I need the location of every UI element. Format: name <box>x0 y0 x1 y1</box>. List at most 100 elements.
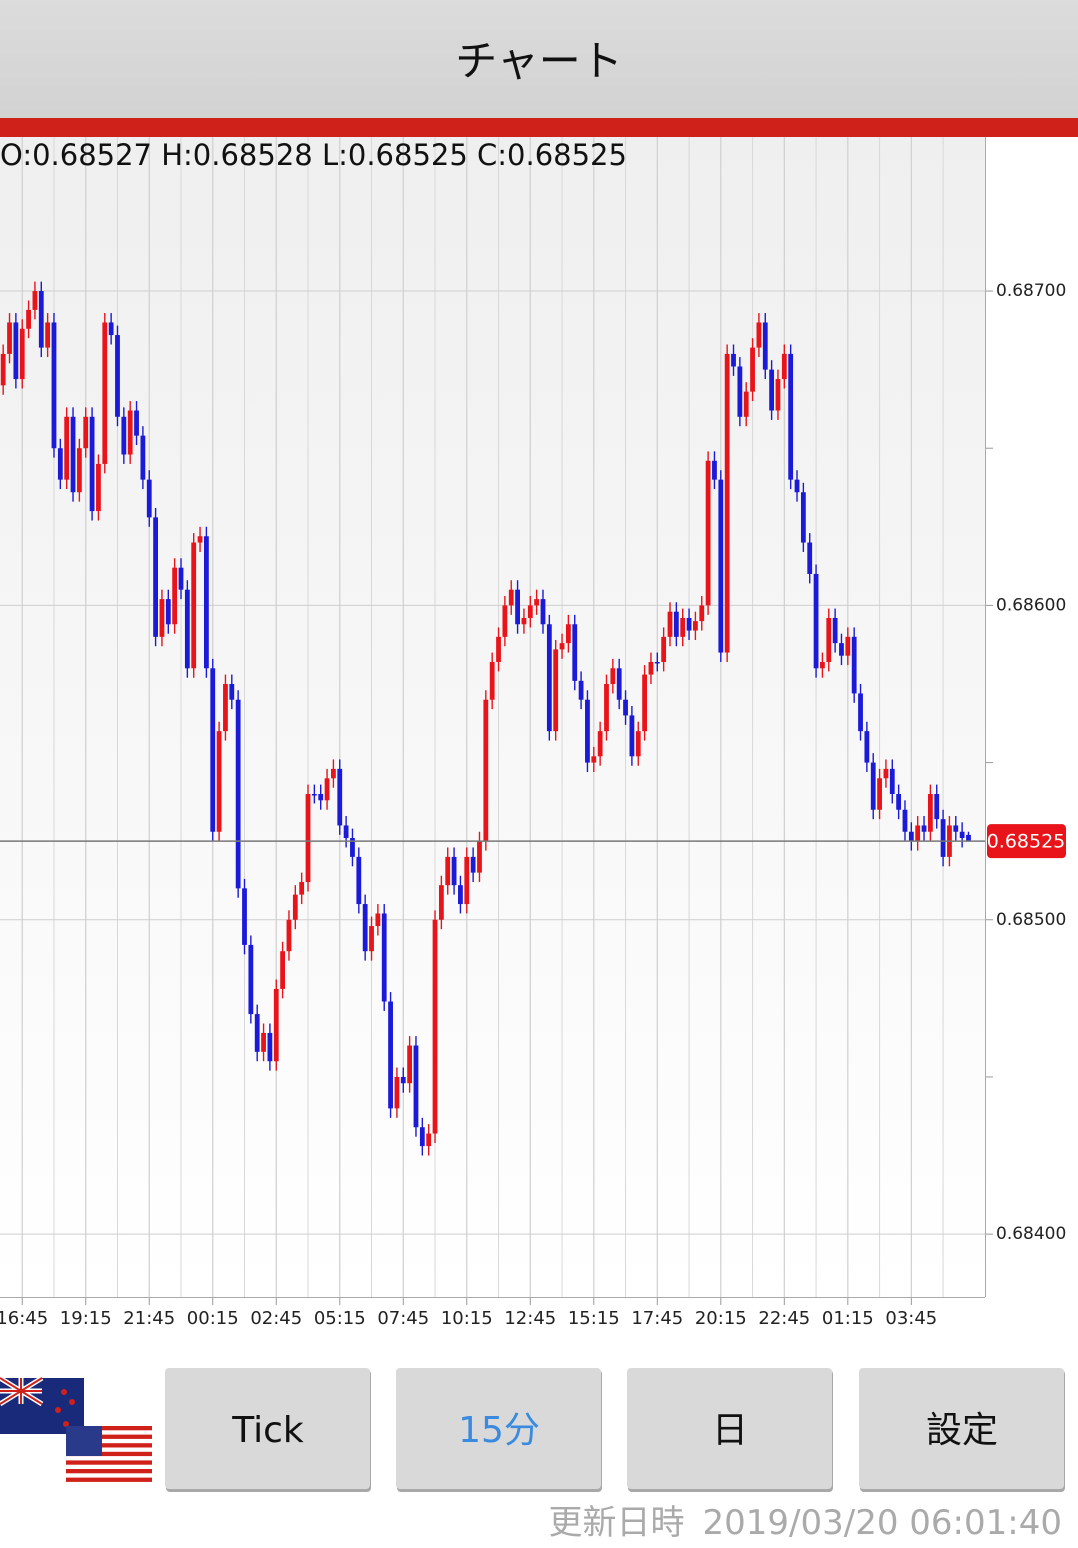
header-bar <box>0 0 1078 118</box>
candle-body <box>940 819 946 857</box>
candle-body <box>508 589 514 606</box>
candle-body <box>673 611 679 637</box>
tab-button[interactable]: 設定 <box>859 1368 1065 1492</box>
candle-body <box>559 643 565 650</box>
candle-body <box>286 919 292 952</box>
candle-body <box>635 731 641 757</box>
candle-body <box>96 463 101 512</box>
candle-body <box>788 353 794 480</box>
candle-body <box>553 649 559 732</box>
candle-body <box>661 636 667 662</box>
flag-us-stripes <box>66 1426 152 1482</box>
candle-body <box>540 599 546 625</box>
candle-body <box>400 1076 406 1084</box>
candle-body <box>267 1032 273 1062</box>
flag-nz-cross <box>0 1377 43 1405</box>
candle-body <box>813 573 819 669</box>
button-face <box>165 1368 370 1489</box>
candle-body <box>870 762 876 810</box>
candle-body <box>13 322 19 380</box>
candle-body <box>724 353 730 653</box>
button-label: Tick <box>231 1410 304 1451</box>
candle-body <box>800 492 806 543</box>
candle-body <box>527 605 533 618</box>
candle-body <box>731 353 736 367</box>
tab-button[interactable]: Tick <box>165 1368 371 1492</box>
x-tick-label: 02:45 <box>250 1308 302 1329</box>
candle-body <box>877 778 882 810</box>
candle-body <box>235 699 241 889</box>
candle-body <box>280 951 286 989</box>
button-face <box>627 1368 832 1489</box>
candle-body <box>375 913 381 927</box>
candle-body <box>369 926 374 952</box>
y-tick-label: 0.68700 <box>996 281 1066 301</box>
flag-nz-stars <box>55 1389 75 1427</box>
candle-body <box>458 885 463 905</box>
candle-body <box>648 661 654 675</box>
last-price-label: 0.68525 <box>987 831 1066 853</box>
candle-body <box>261 1032 266 1052</box>
tab-button[interactable]: 15分 <box>396 1368 602 1492</box>
candle-body <box>623 699 628 716</box>
candle-body <box>191 542 197 669</box>
candle-body <box>57 448 63 480</box>
candle-body <box>64 416 70 480</box>
candle-body <box>76 448 82 493</box>
candle-body <box>565 624 571 644</box>
candle-body <box>350 838 355 857</box>
candle-body <box>959 831 965 839</box>
candle-body <box>159 599 165 637</box>
candle-body <box>908 831 914 842</box>
candle-body <box>184 589 190 669</box>
candle-body <box>921 825 927 832</box>
last-price-box <box>987 824 1066 859</box>
candle-body <box>426 1133 432 1147</box>
candle-body <box>337 768 343 826</box>
candle-body <box>864 731 870 763</box>
candle-body <box>343 825 349 839</box>
candle-body <box>521 617 527 625</box>
candle-body <box>331 768 336 779</box>
candle-body <box>845 636 851 656</box>
candle-body <box>470 856 476 873</box>
candle-body <box>515 589 520 625</box>
candle-body <box>807 542 813 574</box>
candle-body <box>578 680 584 700</box>
x-tick-label: 12:45 <box>504 1308 556 1329</box>
candle-body <box>70 416 76 493</box>
footer: 更新日時 2019/03/20 06:01:40 <box>549 1503 1062 1543</box>
candle-body <box>769 369 775 411</box>
candle-body <box>229 683 235 700</box>
x-tick-label: 22:45 <box>758 1308 810 1329</box>
candle-body <box>629 715 635 757</box>
x-tick-label: 16:45 <box>0 1308 48 1329</box>
candle-body <box>699 605 705 622</box>
candle-body <box>712 460 717 480</box>
candle-body <box>381 913 387 1002</box>
candle-body <box>718 479 724 653</box>
candle-body <box>394 1076 400 1109</box>
candle-body <box>572 624 578 681</box>
candle-body <box>273 988 279 1062</box>
candle-body <box>311 794 317 796</box>
candle-body <box>248 944 254 1015</box>
candle-body <box>743 391 749 417</box>
candle-body <box>413 1045 419 1128</box>
candle-body <box>102 322 108 464</box>
candle-body <box>432 919 438 1134</box>
candle-body <box>915 825 921 842</box>
candle-body <box>324 778 330 801</box>
y-tick-label: 0.68500 <box>996 910 1066 930</box>
candle-body <box>597 731 603 757</box>
candle-body <box>146 479 152 518</box>
candle-body <box>832 617 838 644</box>
candle-body <box>604 683 609 732</box>
candle-body <box>534 599 540 606</box>
candle-body <box>966 834 971 842</box>
candle-body <box>115 335 120 417</box>
x-tick-label: 10:15 <box>441 1308 493 1329</box>
candle-body <box>134 410 139 436</box>
tab-button[interactable]: 日 <box>627 1368 833 1492</box>
